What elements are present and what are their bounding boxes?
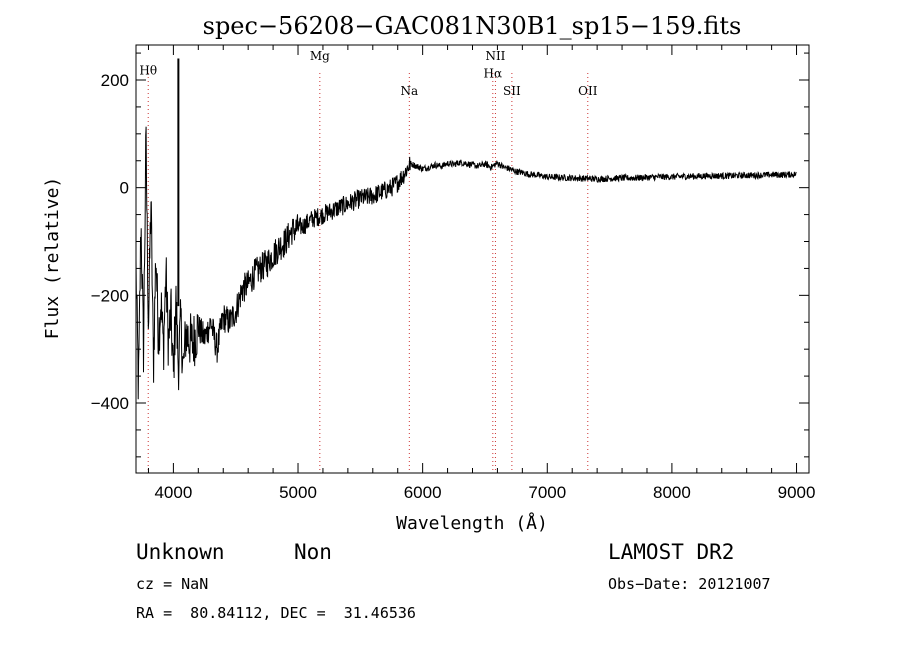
emission-line-label: NII bbox=[485, 49, 505, 63]
x-tick-label: 7000 bbox=[528, 483, 566, 502]
class-label: Unknown bbox=[136, 540, 225, 564]
flux-series-line bbox=[135, 126, 797, 400]
y-tick-label: 0 bbox=[120, 179, 129, 198]
x-tick-label: 8000 bbox=[653, 483, 691, 502]
obs-date-label: Obs−Date: 20121007 bbox=[608, 575, 771, 593]
emission-line-label: Hα bbox=[484, 66, 503, 80]
emission-line-label: Mg bbox=[310, 49, 330, 63]
y-tick-label: −400 bbox=[91, 394, 129, 413]
x-tick-label: 4000 bbox=[154, 483, 192, 502]
x-tick-label: 6000 bbox=[404, 483, 442, 502]
redshift-label: cz = NaN bbox=[136, 575, 209, 593]
x-tick-label: 5000 bbox=[279, 483, 317, 502]
x-axis-ticks: 4000 5000 6000 7000 8000 9000 bbox=[147, 45, 816, 502]
chart-title: spec−56208−GAC081N30B1_sp15−159.fits bbox=[203, 12, 742, 40]
coordinates-label: RA = 80.84112, DEC = 31.46536 bbox=[136, 604, 416, 622]
x-axis-label: Wavelength (Å) bbox=[396, 512, 548, 534]
y-axis-label: Flux (relative) bbox=[42, 177, 63, 340]
emission-line-label: Na bbox=[400, 84, 418, 98]
plot-frame bbox=[135, 44, 810, 474]
emission-line-label: SII bbox=[503, 84, 521, 98]
x-tick-label: 9000 bbox=[778, 483, 816, 502]
y-tick-label: −200 bbox=[91, 286, 129, 305]
y-axis-ticks: 200 0 −200 −400 bbox=[91, 52, 809, 458]
subclass-label: Non bbox=[294, 540, 332, 564]
emission-line-label: OII bbox=[578, 84, 598, 98]
emission-line-label: Hθ bbox=[139, 64, 157, 78]
y-tick-label: 200 bbox=[101, 71, 129, 90]
survey-label: LAMOST DR2 bbox=[608, 540, 735, 564]
